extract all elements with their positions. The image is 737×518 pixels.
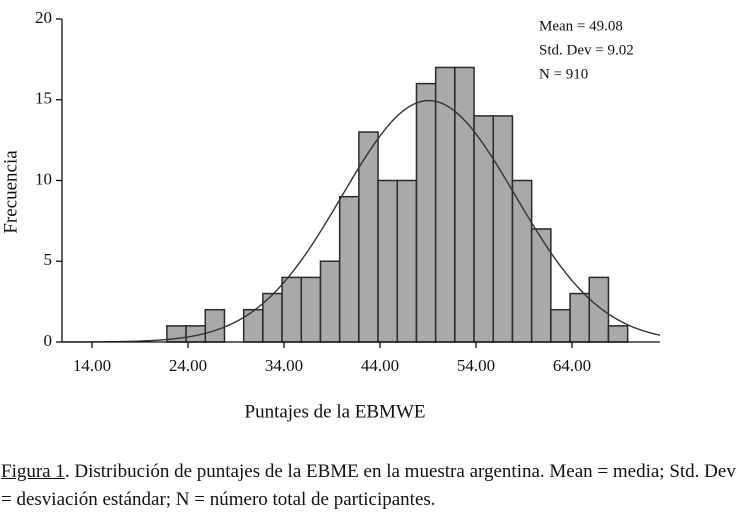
caption-label: Figura 1 bbox=[1, 461, 65, 482]
normal-curve bbox=[62, 99, 661, 343]
bar bbox=[473, 115, 495, 343]
bar bbox=[396, 179, 418, 343]
bar bbox=[415, 82, 437, 343]
chart: Frecuencia Puntajes de la EBMWE Mean = 4… bbox=[0, 8, 661, 422]
x-axis-label: Puntajes de la EBMWE bbox=[245, 401, 426, 422]
y-tick-label: 20 bbox=[35, 8, 52, 27]
stat-mean: Mean = 49.08 bbox=[539, 18, 623, 34]
x-tick-label: 24.00 bbox=[169, 356, 207, 375]
bar bbox=[454, 66, 475, 343]
bar bbox=[204, 308, 226, 343]
y-tick-label: 5 bbox=[44, 250, 53, 269]
x-tick-label: 34.00 bbox=[265, 356, 303, 375]
x-tick-label: 44.00 bbox=[361, 356, 399, 375]
y-tick-label: 15 bbox=[35, 89, 52, 108]
x-tick-label: 14.00 bbox=[73, 356, 111, 375]
bar bbox=[569, 292, 591, 343]
bar bbox=[492, 115, 514, 343]
bar bbox=[607, 325, 629, 343]
stat-n: N = 910 bbox=[539, 66, 588, 82]
bar bbox=[242, 308, 264, 343]
bar bbox=[338, 195, 360, 343]
bar bbox=[281, 276, 303, 343]
x-tick-label: 54.00 bbox=[457, 356, 495, 375]
y-tick-label: 10 bbox=[35, 169, 52, 188]
figure-caption: Figura 1. Distribución de puntajes de la… bbox=[1, 458, 737, 514]
y-axis-label: Frecuencia bbox=[0, 150, 21, 234]
caption-text: . Distribución de puntajes de la EBME en… bbox=[1, 461, 736, 510]
x-tick-label: 64.00 bbox=[553, 356, 591, 375]
bar bbox=[300, 276, 322, 343]
bar bbox=[588, 276, 610, 343]
bar bbox=[377, 179, 399, 343]
bar bbox=[550, 308, 571, 343]
y-tick-label: 0 bbox=[44, 331, 53, 350]
bar bbox=[511, 179, 533, 343]
bar bbox=[319, 260, 341, 343]
bar bbox=[530, 228, 552, 343]
stat-sd: Std. Dev = 9.02 bbox=[539, 42, 634, 58]
